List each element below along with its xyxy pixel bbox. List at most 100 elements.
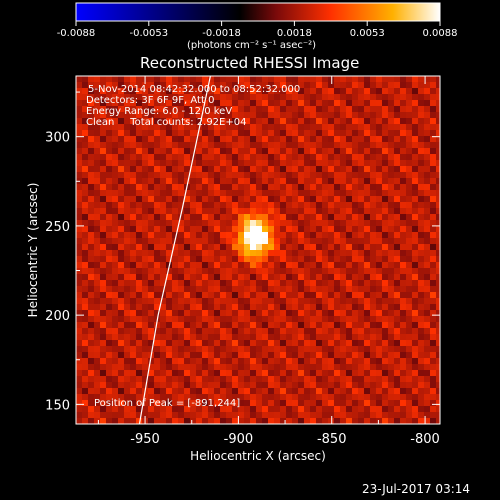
heatmap-cell xyxy=(124,154,130,160)
heatmap-cell xyxy=(310,88,316,94)
heatmap-cell xyxy=(154,262,160,268)
heatmap-cell xyxy=(82,256,88,262)
heatmap-cell xyxy=(196,244,202,250)
heatmap-cell xyxy=(412,346,418,352)
heatmap-cell xyxy=(346,88,352,94)
heatmap-cell xyxy=(274,328,280,334)
heatmap-cell xyxy=(166,106,172,112)
heatmap-cell xyxy=(106,358,112,364)
heatmap-cell xyxy=(214,370,220,376)
heatmap-cell xyxy=(268,106,274,112)
heatmap-cell xyxy=(76,184,82,190)
heatmap-cell xyxy=(172,298,178,304)
heatmap-cell xyxy=(262,304,268,310)
heatmap-cell xyxy=(226,166,232,172)
heatmap-cell xyxy=(352,274,358,280)
heatmap-cell xyxy=(400,154,406,160)
heatmap-cell xyxy=(118,106,124,112)
heatmap-cell xyxy=(178,148,184,154)
heatmap-cell xyxy=(244,82,250,88)
heatmap-cell xyxy=(196,406,202,412)
heatmap-cell xyxy=(172,178,178,184)
heatmap-cell xyxy=(352,100,358,106)
heatmap-cell xyxy=(358,388,364,394)
heatmap-cell xyxy=(346,124,352,130)
heatmap-cell xyxy=(394,178,400,184)
heatmap-cell xyxy=(340,382,346,388)
heatmap-cell xyxy=(286,280,292,286)
heatmap-cell xyxy=(280,112,286,118)
heatmap-cell xyxy=(424,256,430,262)
x-tick-label: -900 xyxy=(224,432,254,447)
heatmap-cell xyxy=(328,286,334,292)
heatmap-cell xyxy=(376,226,382,232)
heatmap-cell xyxy=(220,328,226,334)
heatmap-cell xyxy=(100,178,106,184)
heatmap-cell xyxy=(412,406,418,412)
heatmap-cell xyxy=(142,130,148,136)
heatmap-cell xyxy=(316,274,322,280)
heatmap-cell xyxy=(286,100,292,106)
heatmap-cell xyxy=(184,178,190,184)
heatmap-cell xyxy=(424,130,430,136)
heatmap-cell xyxy=(436,250,440,256)
heatmap-cell xyxy=(436,136,440,142)
heatmap-cell xyxy=(124,364,130,370)
heatmap-cell xyxy=(304,190,310,196)
heatmap-cell xyxy=(280,316,286,322)
heatmap-cell xyxy=(316,412,322,418)
heatmap-cell xyxy=(106,76,112,82)
heatmap-cell xyxy=(208,406,214,412)
heatmap-cell xyxy=(436,262,440,268)
heatmap-cell xyxy=(256,346,262,352)
heatmap-cell xyxy=(178,232,184,238)
heatmap-cell xyxy=(340,370,346,376)
heatmap-cell xyxy=(334,292,340,298)
heatmap-cell xyxy=(154,178,160,184)
heatmap-cell xyxy=(388,250,394,256)
heatmap-cell xyxy=(100,166,106,172)
heatmap-cell xyxy=(148,358,154,364)
heatmap-cell xyxy=(202,370,208,376)
heatmap-cell xyxy=(394,274,400,280)
heatmap-cell xyxy=(184,136,190,142)
heatmap-cell xyxy=(76,328,82,334)
heatmap-cell xyxy=(280,418,286,424)
heatmap-cell xyxy=(388,202,394,208)
heatmap-cell xyxy=(412,322,418,328)
heatmap-cell xyxy=(220,160,226,166)
heatmap-cell xyxy=(292,388,298,394)
heatmap-cell xyxy=(202,214,208,220)
heatmap-cell xyxy=(244,124,250,130)
heatmap-cell xyxy=(130,214,136,220)
heatmap-cell xyxy=(418,334,424,340)
heatmap-cell xyxy=(286,286,292,292)
heatmap-cell xyxy=(244,148,250,154)
heatmap-cell xyxy=(364,154,370,160)
heatmap-cell xyxy=(142,412,148,418)
heatmap-cell xyxy=(268,292,274,298)
heatmap-cell xyxy=(364,250,370,256)
heatmap-cell xyxy=(268,244,274,250)
heatmap-cell xyxy=(142,346,148,352)
heatmap-cell xyxy=(118,220,124,226)
heatmap-cell xyxy=(124,124,130,130)
heatmap-cell xyxy=(76,214,82,220)
heatmap-cell xyxy=(316,316,322,322)
heatmap-cell xyxy=(100,244,106,250)
heatmap-cell xyxy=(334,274,340,280)
heatmap-cell xyxy=(94,136,100,142)
heatmap-cell xyxy=(394,154,400,160)
heatmap-cell xyxy=(334,94,340,100)
heatmap-cell xyxy=(316,178,322,184)
heatmap-cell xyxy=(196,100,202,106)
heatmap-cell xyxy=(244,220,250,226)
heatmap-cell xyxy=(400,286,406,292)
heatmap-cell xyxy=(268,274,274,280)
heatmap-cell xyxy=(160,160,166,166)
annotation-block: 5-Nov-2014 08:42:32.000 to 08:52:32.000 … xyxy=(86,84,300,128)
heatmap-cell xyxy=(214,334,220,340)
heatmap-cell xyxy=(250,196,256,202)
heatmap-cell xyxy=(394,190,400,196)
heatmap-cell xyxy=(310,352,316,358)
